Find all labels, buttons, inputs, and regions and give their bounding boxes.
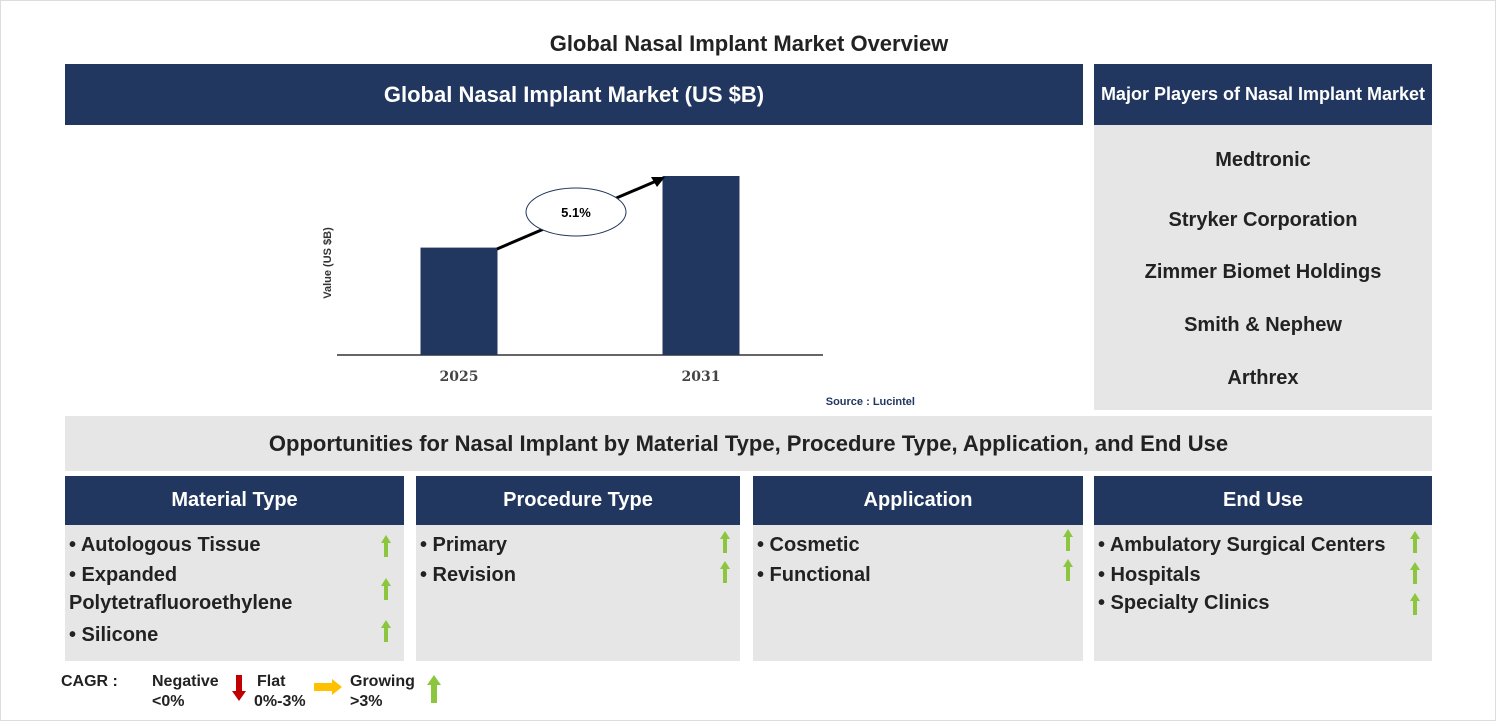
market-header: Global Nasal Implant Market (US $B) [65,64,1083,125]
players-header: Major Players of Nasal Implant Market [1094,64,1432,125]
bar-chart: Value (US $B) 5.1% 2025 2031 Source : Lu… [322,176,915,408]
x-tick-2031: 2031 [682,369,721,385]
growth-up-arrow-icon [720,561,730,583]
segment-item: • Hospitals [1098,564,1201,586]
legend-flat: Flat 0%-3% [254,672,306,712]
legend-growing-label: Growing [350,673,415,690]
segment-item: • Cosmetic [757,534,860,556]
player-item: Smith & Nephew [1184,314,1342,336]
segment-item: • Revision [420,564,516,586]
segment-item: • Functional [757,564,871,586]
segment-item: • Specialty Clinics [1098,592,1270,614]
opportunities-header: Opportunities for Nasal Implant by Mater… [65,416,1432,471]
page-title: Global Nasal Implant Market Overview [549,31,949,56]
growth-up-arrow-icon [1063,559,1073,581]
growth-up-arrow-icon [381,578,391,600]
y-axis-label: Value (US $B) [322,227,334,299]
segment-item: • Silicone [69,624,159,646]
segment-body-procedure: • Primary • Revision [416,525,740,661]
legend-growing-range: >3% [350,693,383,710]
flat-right-arrow-icon [314,679,342,695]
player-item: Medtronic [1215,149,1311,171]
cagr-value: 5.1% [561,205,591,220]
negative-down-arrow-icon [232,675,246,701]
source-label: Source : Lucintel [826,396,915,408]
cagr-bubble [525,187,627,237]
segment-body-material: • Autologous Tissue • Expanded Polytetra… [65,525,404,661]
legend-cagr-label: CAGR : [61,673,118,690]
legend-negative-label: Negative [152,673,219,690]
segment-header-end-use: End Use [1094,476,1432,525]
segment-header-material: Material Type [65,476,404,525]
players-list: Medtronic Stryker Corporation Zimmer Bio… [1094,125,1432,410]
growth-up-arrow-icon [1063,529,1073,551]
growth-up-arrow-icon [1410,593,1420,615]
player-item: Zimmer Biomet Holdings [1144,261,1382,283]
legend-negative: Negative <0% [152,672,219,712]
growth-up-arrow-icon [381,620,391,642]
legend-growing: Growing >3% [350,672,415,712]
segment-header-application: Application [753,476,1083,525]
segment-item: • Expanded Polytetrafluoroethylene [69,564,293,614]
legend-flat-range: 0%-3% [254,693,306,710]
legend-negative-range: <0% [152,693,185,710]
growth-up-arrow-icon [381,535,391,557]
player-item: Stryker Corporation [1168,209,1358,231]
segment-item: • Primary [420,534,508,556]
segment-header-procedure: Procedure Type [416,476,740,525]
segment-body-end-use: • Ambulatory Surgical Centers • Hospital… [1094,525,1432,661]
growth-up-arrow-icon [720,531,730,553]
x-tick-2025: 2025 [440,369,479,385]
bar-2031 [662,176,740,355]
player-item: Arthrex [1227,367,1299,389]
growth-up-arrow-icon [1410,531,1420,553]
legend-flat-label: Flat [257,673,286,690]
segment-item: • Ambulatory Surgical Centers [1098,534,1386,556]
growth-up-arrow-icon [1410,562,1420,584]
bar-2025 [420,247,498,355]
cagr-arrowhead [651,177,665,187]
growing-up-arrow-icon [427,675,441,703]
segment-body-application: • Cosmetic • Functional [753,525,1083,661]
segment-item: • Autologous Tissue [69,534,261,556]
